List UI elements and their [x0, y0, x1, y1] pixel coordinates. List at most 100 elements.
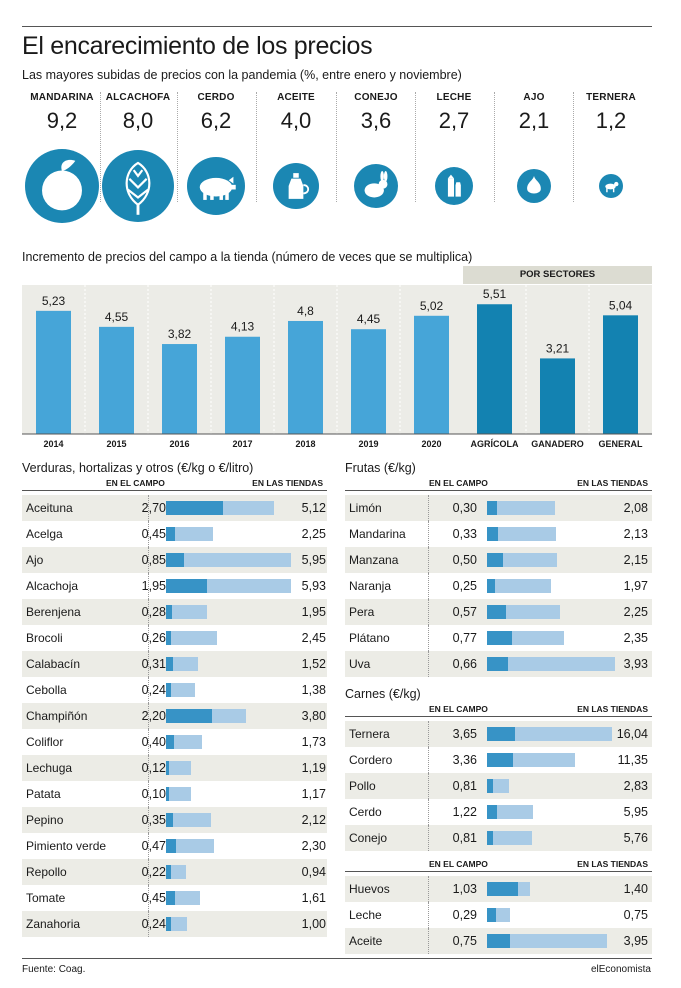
tienda-bar — [166, 683, 195, 697]
row-divider — [428, 651, 429, 677]
tienda-bar — [487, 501, 555, 515]
icon-label: AJO — [523, 92, 545, 103]
table-rule — [345, 871, 652, 872]
x-tick-label: 2014 — [43, 439, 63, 449]
tienda-value: 2,30 — [301, 839, 326, 853]
icon-item: MANDARINA 9,2 — [22, 92, 102, 134]
icon-divider — [100, 92, 101, 202]
table-row: Cebolla 0,24 1,38 — [22, 677, 327, 703]
icon-label: ACEITE — [277, 92, 315, 103]
row-divider — [148, 885, 149, 911]
col-head-tiendas: EN LAS TIENDAS — [252, 478, 323, 488]
col-head-campo: EN EL CAMPO — [429, 859, 488, 869]
icon-item: TERNERA 1,2 — [571, 92, 651, 134]
row-name: Mandarina — [349, 527, 406, 541]
icon-divider — [572, 92, 574, 202]
verduras-title: Verduras, hortalizas y otros (€/kg o €/l… — [22, 461, 254, 475]
campo-bar — [166, 631, 172, 645]
table-row: Champiñón 2,20 3,80 — [22, 703, 327, 729]
tienda-value: 2,12 — [301, 813, 326, 827]
table-row: Pollo 0,81 2,83 — [345, 773, 652, 799]
row-name: Calabacín — [26, 657, 81, 671]
tienda-bar — [487, 579, 552, 593]
campo-value: 1,03 — [452, 882, 477, 896]
campo-bar — [487, 631, 513, 645]
milk-icon — [435, 167, 473, 205]
row-name: Aceituna — [26, 501, 73, 515]
campo-value: 0,29 — [452, 908, 477, 922]
pig-icon — [187, 157, 245, 215]
campo-bar — [487, 805, 497, 819]
row-name: Huevos — [349, 882, 390, 896]
row-divider — [428, 599, 429, 625]
tienda-bar — [487, 805, 534, 819]
row-name: Pera — [349, 605, 375, 619]
row-divider — [428, 721, 429, 747]
tienda-bar — [487, 553, 558, 567]
campo-bar — [487, 727, 516, 741]
table-row: Pepino 0,35 2,12 — [22, 807, 327, 833]
x-tick-label: GENERAL — [598, 439, 643, 449]
tienda-value: 2,83 — [623, 779, 648, 793]
col-head-campo: EN EL CAMPO — [429, 478, 488, 488]
campo-bar — [487, 657, 509, 671]
page-title: El encarecimiento de los precios — [22, 32, 373, 60]
icon-divider — [177, 92, 178, 202]
row-name: Cebolla — [26, 683, 67, 697]
tienda-value: 3,95 — [623, 934, 648, 948]
artichoke-icon — [102, 150, 174, 222]
row-divider — [148, 833, 149, 859]
tienda-bar — [166, 527, 214, 541]
x-tick-label: AGRÍCOLA — [471, 439, 519, 449]
campo-value: 0,12 — [141, 761, 166, 775]
campo-value: 0,77 — [452, 631, 477, 645]
campo-value: 0,33 — [452, 527, 477, 541]
tienda-value: 1,95 — [301, 605, 326, 619]
icon-divider — [256, 92, 257, 202]
col-head-tiendas: EN LAS TIENDAS — [577, 704, 648, 714]
row-name: Uva — [349, 657, 371, 671]
campo-value: 0,28 — [141, 605, 166, 619]
row-divider — [428, 547, 429, 573]
campo-bar — [487, 605, 506, 619]
row-divider — [428, 928, 429, 954]
campo-value: 3,65 — [452, 727, 477, 741]
tienda-bar — [487, 657, 615, 671]
tienda-bar — [166, 553, 291, 567]
sector-header: POR SECTORES — [463, 266, 652, 284]
tienda-value: 1,97 — [623, 579, 648, 593]
icon-item: CERDO 6,2 — [176, 92, 256, 134]
garlic-icon — [517, 169, 551, 203]
table-row: Plátano 0,77 2,35 — [345, 625, 652, 651]
icon-value: 1,2 — [595, 108, 627, 133]
campo-bar — [166, 527, 176, 541]
tienda-value: 5,93 — [301, 579, 326, 593]
row-divider — [148, 911, 149, 937]
campo-bar — [487, 934, 510, 948]
x-tick-label: 2020 — [421, 439, 441, 449]
row-name: Brocoli — [26, 631, 63, 645]
frutas-title: Frutas (€/kg) — [345, 461, 416, 475]
icon-item: CONEJO 3,6 — [336, 92, 416, 134]
x-tick-label: 2016 — [169, 439, 189, 449]
table-row: Pera 0,57 2,25 — [345, 599, 652, 625]
tienda-value: 5,76 — [623, 831, 648, 845]
table-row: Pimiento verde 0,47 2,30 — [22, 833, 327, 859]
chart-title: Incremento de precios del campo a la tie… — [22, 250, 473, 264]
tienda-value: 1,17 — [301, 787, 326, 801]
row-divider — [148, 859, 149, 885]
row-divider — [428, 902, 429, 928]
campo-bar — [487, 753, 514, 767]
row-name: Cerdo — [349, 805, 382, 819]
table-row: Limón 0,30 2,08 — [345, 495, 652, 521]
campo-value: 0,24 — [141, 917, 166, 931]
tienda-value: 3,93 — [623, 657, 648, 671]
row-divider — [148, 625, 149, 651]
campo-bar — [166, 813, 174, 827]
campo-bar — [166, 579, 207, 593]
icon-value: 4,0 — [280, 108, 312, 133]
icon-label: LECHE — [436, 92, 472, 103]
tienda-bar — [166, 813, 211, 827]
table-row: Aceituna 2,70 5,12 — [22, 495, 327, 521]
x-tick-label: 2017 — [232, 439, 252, 449]
